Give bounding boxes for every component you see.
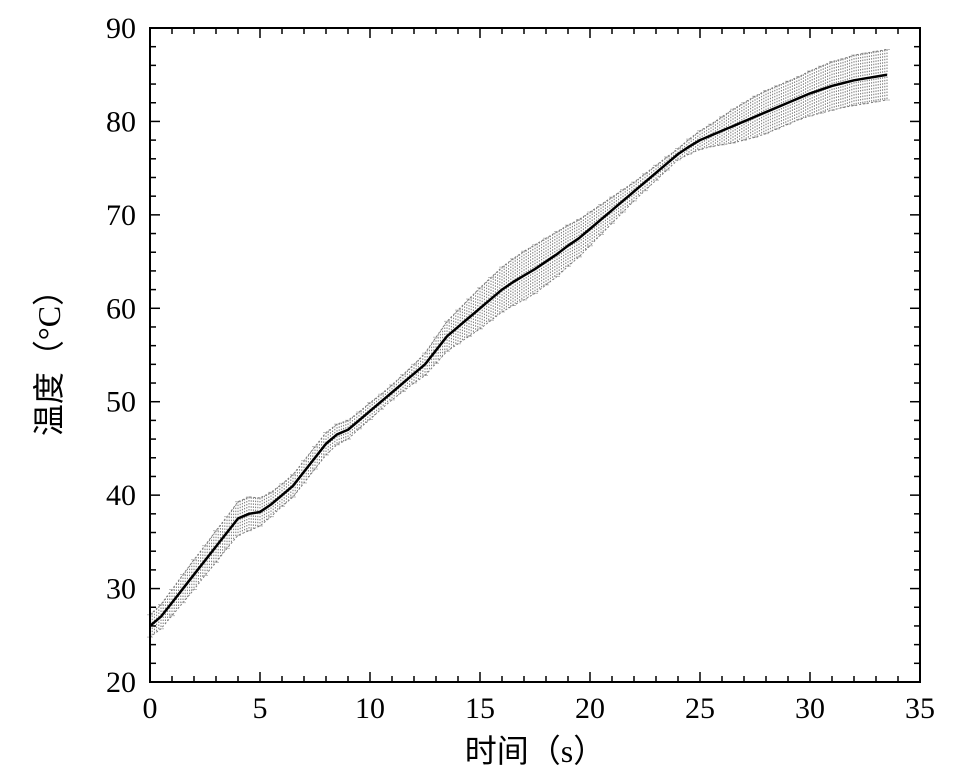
svg-text:35: 35 — [905, 692, 935, 725]
svg-text:0: 0 — [143, 692, 158, 725]
svg-text:20: 20 — [106, 666, 136, 699]
temperature-time-chart: 0 5 10 15 20 25 30 35 20 30 40 50 60 70 80 90 时间（s） 温度（°C… — [0, 0, 962, 776]
svg-text:40: 40 — [106, 479, 136, 512]
svg-text:10: 10 — [355, 692, 385, 725]
svg-text:70: 70 — [106, 199, 136, 232]
x-axis-label: 时间（s） — [465, 733, 605, 769]
svg-text:30: 30 — [795, 692, 825, 725]
y-axis-label: 温度（°C） — [31, 274, 67, 436]
svg-text:25: 25 — [685, 692, 715, 725]
svg-text:20: 20 — [575, 692, 605, 725]
svg-text:15: 15 — [465, 692, 495, 725]
svg-text:80: 80 — [106, 105, 136, 138]
svg-text:60: 60 — [106, 292, 136, 325]
svg-text:30: 30 — [106, 573, 136, 606]
svg-text:50: 50 — [106, 386, 136, 419]
svg-text:90: 90 — [106, 12, 136, 45]
svg-text:5: 5 — [253, 692, 268, 725]
chart-container: 0 5 10 15 20 25 30 35 20 30 40 50 60 70 80 90 时间（s） 温度（°C… — [0, 0, 962, 776]
